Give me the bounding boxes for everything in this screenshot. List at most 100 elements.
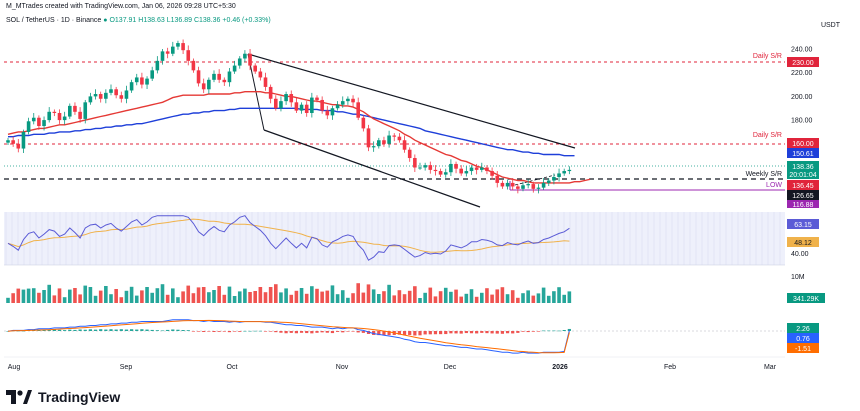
candle-body[interactable] bbox=[83, 102, 88, 119]
candle-body[interactable] bbox=[104, 92, 108, 99]
candle-body[interactable] bbox=[181, 43, 185, 51]
candle-body[interactable] bbox=[413, 158, 417, 168]
candle-body[interactable] bbox=[469, 167, 474, 172]
candle-body[interactable] bbox=[325, 110, 330, 116]
candle-body[interactable] bbox=[248, 53, 252, 66]
ema50-line[interactable] bbox=[7, 91, 591, 184]
candle-body[interactable] bbox=[454, 163, 458, 169]
candle-body[interactable] bbox=[320, 99, 324, 111]
candle-body[interactable] bbox=[562, 171, 566, 174]
candlesticks[interactable] bbox=[6, 39, 572, 194]
candle-body[interactable] bbox=[464, 171, 469, 174]
candle-body[interactable] bbox=[253, 65, 257, 72]
candle-body[interactable] bbox=[191, 60, 196, 71]
candle-body[interactable] bbox=[361, 117, 366, 129]
candle-body[interactable] bbox=[474, 167, 479, 170]
candle-body[interactable] bbox=[459, 168, 463, 174]
candle-body[interactable] bbox=[129, 82, 134, 91]
candle-body[interactable] bbox=[165, 51, 170, 54]
candle-body[interactable] bbox=[16, 143, 21, 149]
candle-body[interactable] bbox=[521, 185, 525, 189]
candle-body[interactable] bbox=[268, 86, 273, 99]
candle-body[interactable] bbox=[546, 180, 551, 183]
candle-body[interactable] bbox=[284, 94, 288, 102]
candle-body[interactable] bbox=[62, 116, 67, 121]
candle-body[interactable] bbox=[567, 169, 572, 172]
candle-body[interactable] bbox=[536, 187, 541, 189]
candle-body[interactable] bbox=[392, 135, 397, 137]
candle-body[interactable] bbox=[258, 71, 263, 78]
candle-body[interactable] bbox=[124, 90, 129, 99]
candle-body[interactable] bbox=[449, 163, 453, 173]
candle-body[interactable] bbox=[299, 104, 304, 111]
candle-body[interactable] bbox=[387, 135, 391, 144]
candle-body[interactable] bbox=[26, 121, 31, 132]
rsi-line[interactable] bbox=[7, 215, 570, 261]
candle-body[interactable] bbox=[402, 140, 407, 150]
candle-body[interactable] bbox=[423, 165, 427, 168]
candle-body[interactable] bbox=[119, 95, 124, 99]
candle-body[interactable] bbox=[222, 79, 227, 83]
candle-body[interactable] bbox=[294, 102, 299, 111]
candle-body[interactable] bbox=[346, 98, 350, 102]
candle-body[interactable] bbox=[68, 105, 72, 117]
candle-body[interactable] bbox=[397, 136, 402, 141]
candle-body[interactable] bbox=[541, 182, 546, 188]
candle-body[interactable] bbox=[505, 182, 510, 187]
candle-body[interactable] bbox=[73, 105, 77, 112]
candle-body[interactable] bbox=[150, 70, 154, 79]
candle-body[interactable] bbox=[407, 149, 412, 159]
candle-body[interactable] bbox=[304, 104, 309, 113]
candle-body[interactable] bbox=[155, 60, 160, 71]
channel-lower-line[interactable] bbox=[263, 129, 481, 208]
candle-body[interactable] bbox=[243, 53, 247, 59]
candle-body[interactable] bbox=[418, 167, 422, 169]
candle-body[interactable] bbox=[480, 167, 484, 170]
candle-body[interactable] bbox=[232, 65, 237, 72]
candle-body[interactable] bbox=[201, 83, 206, 90]
candle-body[interactable] bbox=[140, 77, 144, 85]
time-axis[interactable]: Aug Sep Oct Nov Dec 2026 Feb Mar bbox=[8, 364, 777, 371]
candle-body[interactable] bbox=[382, 140, 386, 144]
candle-body[interactable] bbox=[531, 184, 536, 189]
candle-body[interactable] bbox=[160, 51, 165, 61]
candle-body[interactable] bbox=[171, 46, 175, 54]
candle-body[interactable] bbox=[11, 140, 15, 144]
macd-signal-line[interactable] bbox=[7, 319, 570, 354]
candle-body[interactable] bbox=[78, 111, 82, 119]
channel-upper-line[interactable] bbox=[247, 53, 576, 149]
symbol-label[interactable]: SOL / TetherUS · 1D · Binance bbox=[6, 17, 102, 24]
candle-body[interactable] bbox=[42, 120, 46, 127]
candle-body[interactable] bbox=[52, 111, 57, 113]
candle-body[interactable] bbox=[340, 101, 345, 105]
candle-body[interactable] bbox=[186, 50, 191, 61]
candle-body[interactable] bbox=[433, 169, 438, 172]
candle-body[interactable] bbox=[47, 111, 51, 121]
candle-body[interactable] bbox=[500, 182, 505, 187]
candle-body[interactable] bbox=[377, 140, 381, 147]
candle-body[interactable] bbox=[227, 71, 232, 83]
candle-body[interactable] bbox=[93, 94, 98, 97]
candle-body[interactable] bbox=[196, 70, 201, 84]
candle-body[interactable] bbox=[237, 58, 242, 66]
candle-body[interactable] bbox=[289, 94, 294, 103]
macd-line[interactable] bbox=[7, 319, 570, 354]
candle-body[interactable] bbox=[31, 117, 36, 122]
candle-body[interactable] bbox=[145, 78, 149, 85]
candle-body[interactable] bbox=[428, 165, 433, 170]
candle-body[interactable] bbox=[356, 102, 360, 118]
candle-body[interactable] bbox=[510, 182, 515, 187]
candle-body[interactable] bbox=[21, 131, 26, 149]
candle-body[interactable] bbox=[88, 96, 93, 103]
candle-body[interactable] bbox=[443, 172, 448, 175]
candle-body[interactable] bbox=[490, 171, 494, 176]
candle-body[interactable] bbox=[552, 176, 556, 181]
candle-body[interactable] bbox=[114, 89, 118, 96]
candle-body[interactable] bbox=[109, 89, 113, 93]
candle-body[interactable] bbox=[330, 108, 335, 116]
candle-body[interactable] bbox=[263, 77, 268, 87]
candle-body[interactable] bbox=[98, 94, 103, 99]
candle-body[interactable] bbox=[207, 79, 211, 90]
candle-body[interactable] bbox=[438, 171, 443, 175]
